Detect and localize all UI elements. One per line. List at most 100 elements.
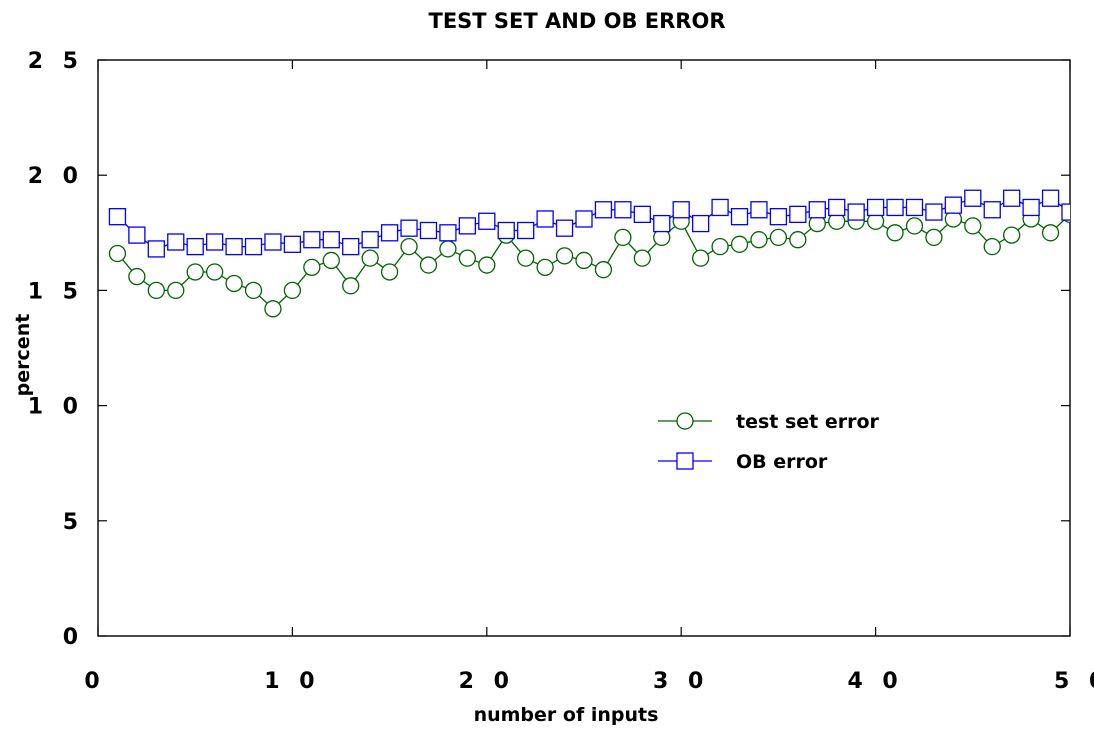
data-point-circle [186,263,204,281]
data-point-circle [419,256,438,274]
data-point-circle [769,228,788,247]
data-point-square [458,217,477,235]
data-point-circle [303,258,321,277]
data-point-square [225,237,243,256]
data-point-circle [750,231,768,249]
data-point-square [419,221,438,240]
data-point-square [361,231,379,249]
y-tick-label: 5 [63,510,84,535]
data-point-square [555,219,574,237]
y-tick-label: 2 5 [28,49,84,74]
data-point-square [1022,198,1040,217]
data-point-square [167,233,185,251]
data-point-square [594,201,613,219]
data-point-circle [633,249,651,267]
legend-item-ob-error: OB error [658,451,828,473]
data-point-circle [439,240,457,258]
x-tick-label: 3 0 [653,669,709,694]
x-axis-label: number of inputs [474,704,659,726]
data-point-square [633,205,651,224]
data-point-square [517,221,535,240]
data-point-square [750,201,768,219]
data-point-square [983,201,1001,219]
data-point-square [769,208,788,226]
data-point-square [944,196,963,214]
data-point-circle [886,224,904,242]
data-point-square [478,212,496,230]
axis-ticks: 0 1 0 2 0 3 0 4 0 5 0 0 5 1 0 1 5 2 0 2 5 [28,49,1094,694]
data-point-circle [614,228,632,247]
data-point-circle [380,263,399,281]
data-point-square [711,198,729,217]
data-point-circle [342,277,360,295]
y-tick-label: 1 5 [28,279,84,304]
data-point-square [866,198,885,217]
chart-title: TEST SET AND OB ERROR [429,9,726,33]
data-point-circle [691,249,710,267]
data-point-circle [1003,226,1021,244]
data-point-circle [225,274,243,293]
data-point-square [342,237,360,256]
data-point-square [886,198,904,217]
data-point-circle [128,267,146,286]
legend-marker-circle [676,412,694,430]
data-point-square [905,198,924,217]
data-point-circle [789,231,807,249]
data-point-square [789,205,807,224]
data-point-square [283,235,302,253]
data-point-circle [400,237,418,256]
data-point-square [322,231,340,249]
x-tick-label: 1 0 [264,669,320,694]
data-point-square [439,224,457,242]
data-point-circle [575,251,593,270]
series-ob-error [108,189,1070,258]
data-point-square [575,210,593,228]
legend-marker-square [676,452,694,470]
data-point-square [536,210,554,228]
data-point-circle [1041,224,1060,242]
data-point-square [828,198,846,217]
data-point-square [808,201,826,219]
series-test-set-error [108,205,1070,318]
data-point-circle [983,237,1001,256]
data-point-circle [322,251,340,270]
data-point-circle [925,228,943,247]
data-point-circle [711,237,729,256]
data-point-square [264,233,282,251]
y-tick-label: 2 0 [28,164,84,189]
data-point-square [614,201,632,219]
data-point-circle [905,217,924,235]
data-point-circle [283,281,302,300]
data-point-circle [244,281,263,300]
data-point-circle [361,249,379,267]
data-point-square [1061,203,1070,221]
legend-label: test set error [736,411,880,433]
data-point-circle [167,281,185,300]
x-tick-label: 2 0 [459,669,515,694]
x-tick-label: 0 [84,669,105,694]
data-point-square [964,189,982,207]
plot-frame [97,59,1071,637]
data-point-square [303,231,321,249]
legend-label: OB error [736,451,828,473]
data-point-circle [108,244,127,263]
data-point-circle [964,217,982,235]
data-point-square [847,203,865,221]
data-point-circle [555,247,574,265]
y-axis-label: percent [12,314,34,397]
data-point-square [497,221,515,240]
data-point-square [925,203,943,221]
data-point-circle [536,258,554,277]
data-point-circle [147,281,165,300]
data-point-square [186,237,204,256]
data-series [108,189,1070,318]
data-point-square [691,214,710,233]
data-point-circle [205,263,224,281]
data-point-square [400,219,418,237]
legend: test set error OB error [658,411,880,473]
legend-item-test-set-error: test set error [658,411,880,433]
data-point-square [1041,189,1060,207]
x-tick-label: 4 0 [847,669,903,694]
data-point-square [128,226,146,244]
